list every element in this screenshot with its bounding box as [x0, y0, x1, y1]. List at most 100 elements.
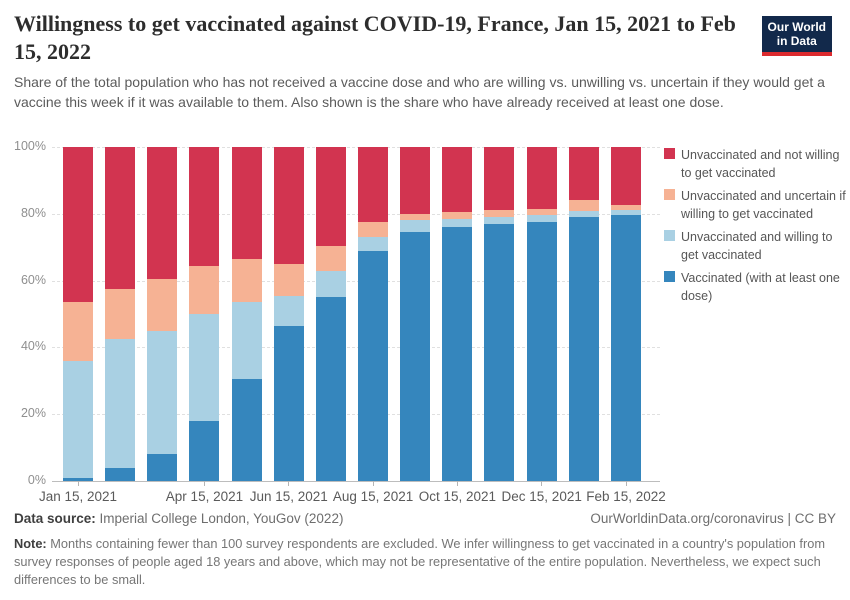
attribution-link[interactable]: OurWorldinData.org/coronavirus | CC BY [590, 511, 836, 526]
bar-segment-uncertain[interactable] [526, 208, 557, 216]
bar-6[interactable] [315, 147, 346, 481]
bar-segment-uncertain[interactable] [189, 265, 220, 314]
bar-8[interactable] [400, 147, 431, 481]
bar-segment-willing[interactable] [147, 330, 178, 455]
bar-segment-willing[interactable] [315, 270, 346, 298]
y-axis-tick-label: 20% [20, 406, 46, 421]
bar-0[interactable] [63, 147, 93, 481]
bar-segment-uncertain[interactable] [357, 222, 388, 238]
bar-12[interactable] [568, 147, 599, 481]
bar-segment-uncertain[interactable] [63, 302, 93, 361]
bar-segment-willing[interactable] [568, 211, 599, 218]
bar-segment-uncertain[interactable] [147, 278, 178, 331]
chart-subtitle: Share of the total population who has no… [14, 74, 825, 110]
bar-segment-vaccinated[interactable] [147, 454, 178, 481]
bar-segment-uncertain[interactable] [273, 263, 304, 296]
bar-3[interactable] [189, 147, 220, 481]
bar-segment-vaccinated[interactable] [610, 215, 641, 481]
bar-segment-willing[interactable] [189, 313, 220, 421]
y-axis-tick-label: 80% [20, 205, 46, 220]
bar-segment-vaccinated[interactable] [568, 217, 599, 481]
bar-segment-vaccinated[interactable] [63, 477, 93, 481]
owid-logo-line2: in Data [776, 34, 817, 48]
gridline-40 [52, 347, 660, 349]
bar-9[interactable] [442, 147, 473, 481]
bar-1[interactable] [105, 147, 136, 481]
bar-segment-uncertain[interactable] [315, 245, 346, 271]
gridline-80 [52, 213, 660, 215]
bar-segment-uncertain[interactable] [442, 212, 473, 219]
bar-segment-unwilling[interactable] [63, 147, 93, 303]
bar-segment-unwilling[interactable] [610, 147, 641, 206]
legend-swatch-uncertain [664, 189, 675, 200]
bar-segment-unwilling[interactable] [484, 147, 515, 211]
x-axis-tick-label: Apr 15, 2021 [165, 489, 244, 504]
bar-segment-willing[interactable] [610, 209, 641, 216]
bar-5[interactable] [273, 147, 304, 481]
bar-segment-vaccinated[interactable] [400, 232, 431, 481]
bar-segment-unwilling[interactable] [105, 147, 136, 289]
legend-item-unwilling[interactable]: Unvaccinated and not willing to get vacc… [664, 146, 848, 182]
legend-label-willing: Unvaccinated and willing to get vaccinat… [681, 230, 833, 262]
bar-segment-willing[interactable] [273, 295, 304, 326]
bar-segment-willing[interactable] [231, 302, 262, 380]
bar-segment-willing[interactable] [63, 360, 93, 478]
bar-segment-uncertain[interactable] [484, 210, 515, 218]
bar-segment-willing[interactable] [357, 237, 388, 251]
bar-segment-unwilling[interactable] [315, 147, 346, 246]
x-axis-tick [456, 481, 458, 486]
x-axis-tick [625, 481, 627, 486]
bar-segment-vaccinated[interactable] [357, 250, 388, 481]
bar-10[interactable] [484, 147, 515, 481]
bar-segment-unwilling[interactable] [526, 147, 557, 209]
bar-segment-vaccinated[interactable] [442, 227, 473, 481]
bar-segment-unwilling[interactable] [273, 147, 304, 264]
x-axis-tick [541, 481, 543, 486]
bar-segment-willing[interactable] [484, 217, 515, 224]
bar-segment-vaccinated[interactable] [526, 222, 557, 481]
bar-segment-unwilling[interactable] [357, 147, 388, 223]
bar-segment-vaccinated[interactable] [189, 420, 220, 481]
bar-segment-uncertain[interactable] [105, 288, 136, 340]
x-axis-tick [372, 481, 374, 486]
gridline-100 [52, 147, 660, 148]
footer-note: Note: Months containing fewer than 100 s… [14, 535, 838, 589]
bar-segment-uncertain[interactable] [568, 200, 599, 212]
bar-2[interactable] [147, 147, 178, 481]
owid-logo[interactable]: Our World in Data [761, 16, 832, 56]
bar-segment-vaccinated[interactable] [273, 325, 304, 481]
bar-segment-unwilling[interactable] [442, 147, 473, 213]
legend-item-vaccinated[interactable]: Vaccinated (with at least one dose) [664, 269, 848, 305]
legend-item-uncertain[interactable]: Unvaccinated and uncertain if willing to… [664, 187, 848, 223]
bar-segment-uncertain[interactable] [231, 258, 262, 303]
bar-segment-vaccinated[interactable] [315, 297, 346, 481]
legend-swatch-vaccinated [664, 271, 675, 282]
bar-segment-unwilling[interactable] [147, 147, 178, 279]
bar-segment-unwilling[interactable] [231, 147, 262, 259]
bar-segment-willing[interactable] [105, 339, 136, 468]
bar-segment-willing[interactable] [400, 220, 431, 233]
bar-13[interactable] [610, 147, 641, 481]
bar-segment-unwilling[interactable] [400, 147, 431, 214]
bar-7[interactable] [357, 147, 388, 481]
bar-segment-vaccinated[interactable] [484, 223, 515, 481]
legend-item-willing[interactable]: Unvaccinated and willing to get vaccinat… [664, 228, 848, 264]
bar-segment-uncertain[interactable] [400, 213, 431, 221]
bar-segment-willing[interactable] [442, 218, 473, 228]
bar-4[interactable] [231, 147, 262, 481]
bar-segment-unwilling[interactable] [568, 147, 599, 201]
footer-source-row: Data source: Imperial College London, Yo… [14, 511, 836, 526]
gridline-0 [52, 481, 660, 482]
x-axis-tick [77, 481, 79, 486]
bar-11[interactable] [526, 147, 557, 481]
y-axis-tick-label: 100% [14, 139, 46, 153]
bar-segment-willing[interactable] [526, 215, 557, 223]
footer-note-text: Months containing fewer than 100 survey … [14, 536, 825, 587]
bar-segment-uncertain[interactable] [610, 205, 641, 210]
bar-segment-vaccinated[interactable] [231, 379, 262, 481]
x-axis-tick-label: Feb 15, 2022 [586, 489, 666, 504]
bar-segment-unwilling[interactable] [189, 147, 220, 266]
legend-label-uncertain: Unvaccinated and uncertain if willing to… [681, 189, 846, 221]
bar-segment-vaccinated[interactable] [105, 467, 136, 481]
